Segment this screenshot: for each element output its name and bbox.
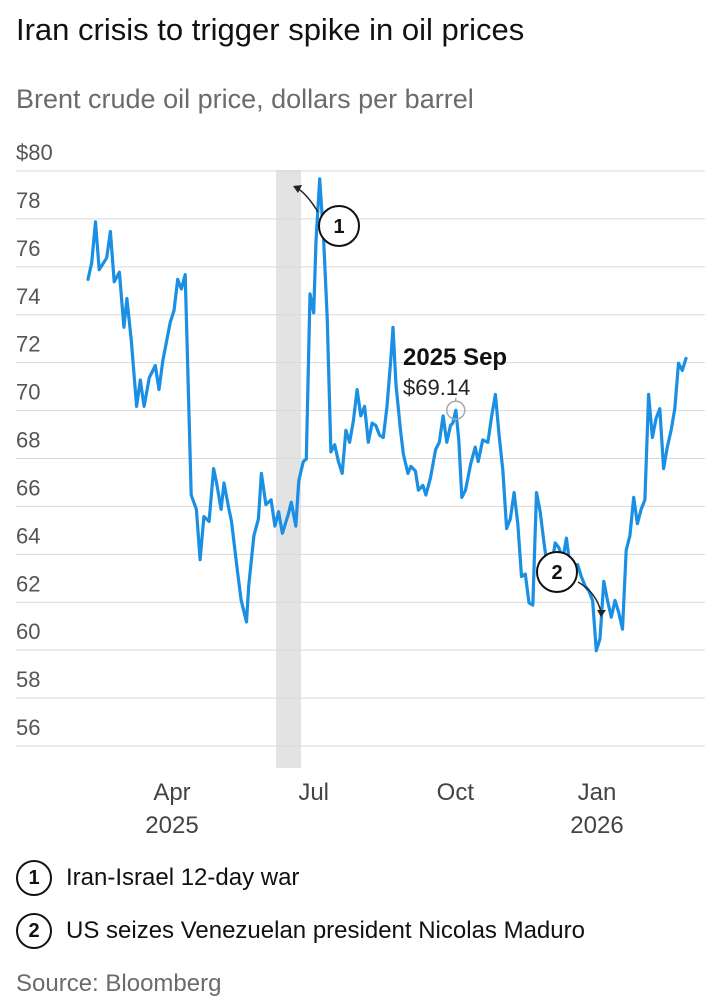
annotation-2-label: 2 bbox=[551, 562, 562, 584]
callout-point bbox=[446, 400, 466, 420]
callout-value: $69.14 bbox=[403, 375, 470, 400]
legend-item-1: 1 Iran-Israel 12-day war bbox=[16, 860, 299, 896]
y-tick-label-78: 78 bbox=[16, 188, 40, 213]
war-period-shade bbox=[276, 170, 301, 768]
y-tick-label-64: 64 bbox=[16, 523, 40, 548]
y-tick-label-58: 58 bbox=[16, 667, 40, 692]
y-tick-label-70: 70 bbox=[16, 380, 40, 405]
y-tick-label-56: 56 bbox=[16, 715, 40, 740]
y-tick-label-62: 62 bbox=[16, 571, 40, 596]
source-note: Source: Bloomberg bbox=[16, 970, 222, 997]
y-tick-label-68: 68 bbox=[16, 428, 40, 453]
legend-text-1: Iran-Israel 12-day war bbox=[66, 864, 300, 891]
legend-marker-2: 2 bbox=[16, 913, 52, 949]
x-tick-label-jan: Jan bbox=[578, 779, 617, 806]
x-tick-year-2025: 2025 bbox=[145, 812, 198, 835]
annotation-1-marker bbox=[318, 205, 360, 247]
x-tick-year-2026: 2026 bbox=[570, 812, 623, 835]
y-tick-label-76: 76 bbox=[16, 236, 40, 261]
chart-subtitle: Brent crude oil price, dollars per barre… bbox=[16, 84, 474, 114]
x-tick-label-oct: Oct bbox=[437, 779, 475, 806]
callout-title: 2025 Sep bbox=[403, 344, 507, 371]
annotation-2-marker bbox=[536, 551, 578, 593]
annotation-2-arrow bbox=[577, 581, 602, 613]
x-tick-label-jul: Jul bbox=[298, 779, 329, 806]
x-tick-label-apr: Apr bbox=[153, 779, 190, 806]
annotation-1-label: 1 bbox=[333, 216, 344, 238]
annotation-2-arrowhead bbox=[597, 610, 606, 617]
y-tick-label-72: 72 bbox=[16, 332, 40, 357]
y-tick-label-74: 74 bbox=[16, 284, 40, 309]
brent-price-line bbox=[86, 177, 688, 653]
y-tick-label-60: 60 bbox=[16, 619, 40, 644]
legend-text-2: US seizes Venezuelan president Nicolas M… bbox=[66, 917, 585, 944]
chart-title: Iran crisis to trigger spike in oil pric… bbox=[16, 12, 525, 47]
oil-price-line-chart: $80 78 76 74 72 70 68 66 64 62 60 58 56 Apr 2025 Jul Oct… bbox=[16, 140, 705, 835]
legend-item-2: 2 US seizes Venezuelan president Nicolas… bbox=[16, 913, 585, 949]
annotation-1-arrowhead bbox=[293, 185, 302, 193]
legend-marker-1: 1 bbox=[16, 860, 52, 896]
y-tick-label-80: $80 bbox=[16, 140, 53, 165]
y-tick-label-66: 66 bbox=[16, 475, 40, 500]
